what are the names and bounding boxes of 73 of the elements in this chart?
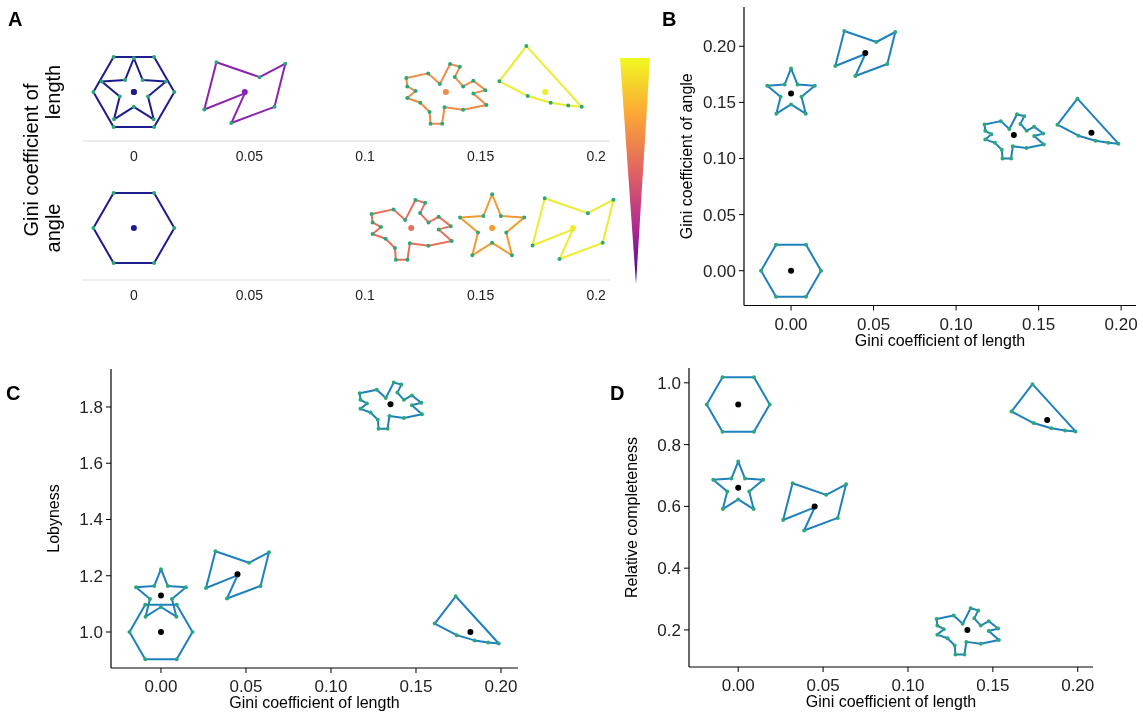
x-tick-label: 0.00 [774,314,808,334]
x2-tick-label: 0 [129,287,138,303]
y-tick-label: 0.2 [657,620,681,640]
x-tick-label: 0.10 [314,677,348,696]
y-tick-label: angle [42,203,64,253]
y-tick-label: 0.05 [702,205,736,225]
point [241,89,248,95]
text: C [6,382,21,404]
chart-title: A [8,8,23,30]
chart-title: B [662,8,677,30]
point [489,225,496,231]
x-tick-label: 0 [129,148,138,164]
y-tick-label: 0.15 [702,93,736,113]
y-tick-label: 1.6 [79,454,103,474]
y-tick-label: 0.6 [657,497,681,517]
x-tick-label: 0.1 [355,148,375,164]
x-tick-label: 0.00 [721,676,755,695]
x2-tick-label: 0.15 [466,287,495,303]
x-tick-label: 0.15 [976,676,1010,695]
x-tick-label: 0.15 [466,148,495,164]
y-tick-label: 0.00 [702,261,736,281]
y-axis-title: Lobyness [45,484,62,553]
point [234,571,241,578]
x-tick-label: 0.00 [144,677,178,696]
x-tick-label: 0.05 [235,148,264,164]
x2-tick-label: 0.1 [355,287,375,303]
x-tick-label: 0.10 [891,676,925,695]
y-tick-label: 0.8 [657,435,681,455]
point [442,89,449,95]
x-tick-label: 0.10 [939,314,973,334]
x-axis-title: Gini coefficient of length [805,693,977,710]
x-tick-label: 0.20 [484,677,518,696]
x-tick-label: 0.15 [399,677,433,696]
x-tick-label: 0.2 [586,148,607,164]
x2-tick-label: 0.2 [586,287,607,303]
y-tick-label: 0.20 [702,37,736,57]
point [467,629,474,635]
x-tick-label: 0.05 [857,314,891,334]
x-tick-label: 0.20 [1104,314,1138,334]
y-tick-label: 1.8 [79,397,103,417]
y-axis-title: Gini coefficient of [20,83,42,237]
x-axis-title: Gini coefficient of length [229,694,400,711]
point [964,626,971,633]
x-axis-title: Gini coefficient of length [854,331,1026,349]
text: D [610,382,625,404]
y-tick-label: 1.2 [79,566,103,586]
y-axis-title: Relative completeness [623,437,640,598]
point [408,225,415,231]
x-tick-label: 0.05 [229,677,263,696]
y-tick-label: 0.4 [657,559,681,579]
point [387,401,394,408]
x-tick-label: 0.15 [1022,314,1056,334]
point [1044,416,1051,423]
point [735,401,742,408]
point [157,629,164,635]
point [811,503,818,510]
point [130,225,137,231]
point [1088,129,1095,136]
x-tick-label: 0.20 [1061,676,1095,695]
y-tick-label: length [42,64,64,120]
point [735,484,742,491]
point [1010,131,1017,138]
y-tick-label: 1.4 [79,510,103,530]
point [788,90,795,97]
point [542,89,549,95]
y-tick-label: 1.0 [657,373,681,393]
point [862,50,869,57]
y-tick-label: 1.0 [79,623,103,642]
x2-tick-label: 0.05 [235,287,264,303]
point [788,267,795,274]
point [157,592,164,599]
y-axis-title: Gini coefficient of angle [678,73,695,240]
x-tick-label: 0.05 [806,676,840,695]
